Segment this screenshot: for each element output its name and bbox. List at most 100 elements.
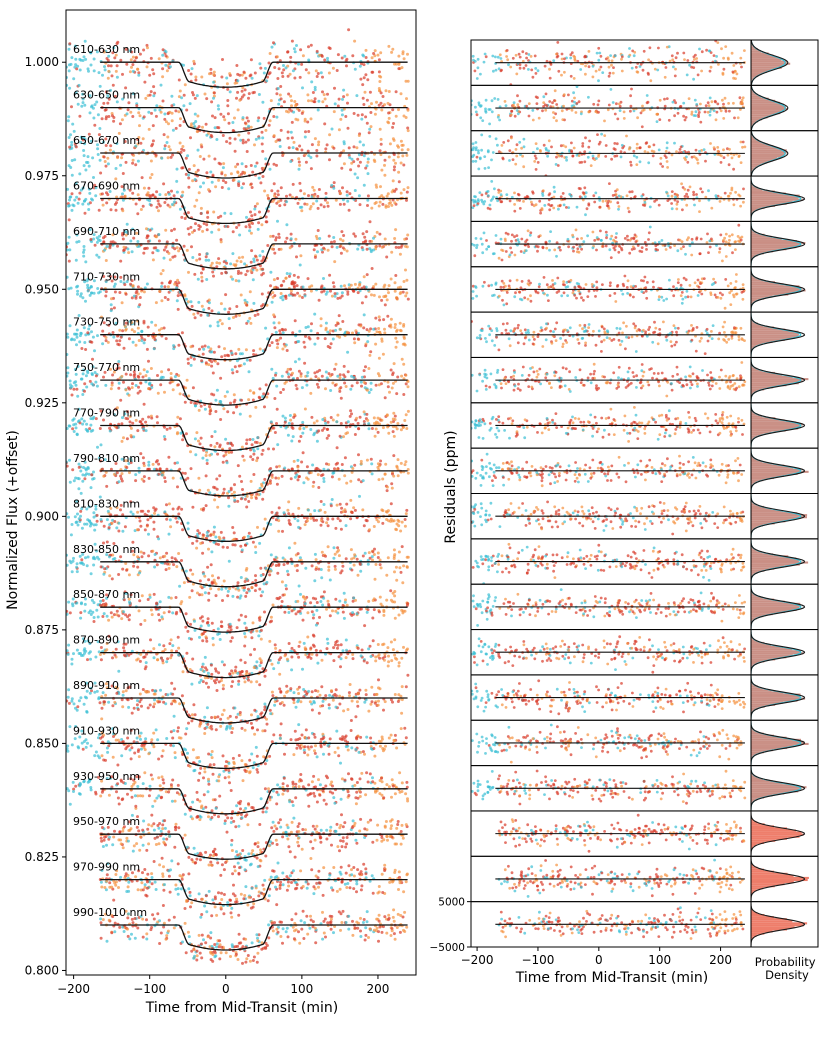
flux-point: [372, 285, 376, 288]
flux-point: [91, 156, 95, 160]
flux-point: [361, 83, 365, 87]
flux-point: [239, 497, 243, 501]
flux-point: [234, 715, 238, 719]
flux-point: [290, 104, 293, 108]
flux-point: [208, 491, 212, 495]
flux-point: [400, 148, 404, 152]
flux-point: [205, 278, 209, 281]
flux-point: [245, 269, 249, 273]
flux-point: [153, 553, 157, 556]
flux-point: [109, 309, 113, 313]
flux-point: [180, 694, 184, 698]
flux-point: [163, 147, 167, 151]
flux-point: [79, 377, 83, 381]
flux-point: [401, 154, 405, 158]
flux-point: [386, 192, 390, 196]
flux-point: [326, 56, 329, 60]
flux-point: [385, 489, 389, 493]
flux-point: [290, 655, 294, 659]
flux-point: [132, 564, 136, 568]
flux-point: [202, 157, 206, 161]
flux-point: [186, 211, 190, 215]
flux-point: [125, 62, 129, 66]
flux-point: [69, 386, 72, 390]
flux-point: [341, 510, 345, 514]
flux-point: [304, 130, 307, 134]
flux-point: [175, 167, 179, 171]
flux-point: [326, 517, 330, 521]
flux-point: [221, 687, 225, 691]
flux-point: [204, 474, 208, 478]
flux-point: [316, 108, 320, 112]
flux-point: [98, 701, 102, 705]
flux-point: [281, 388, 285, 391]
flux-point: [277, 464, 281, 468]
flux-point: [82, 368, 86, 372]
flux-point: [82, 250, 85, 254]
flux-point: [223, 347, 226, 351]
flux-point: [358, 140, 362, 144]
flux-point: [307, 71, 311, 75]
flux-point: [113, 520, 117, 523]
flux-point: [186, 357, 190, 361]
flux-point: [229, 275, 233, 279]
flux-point: [269, 615, 273, 619]
flux-point: [349, 387, 353, 391]
flux-point: [286, 130, 290, 134]
flux-point: [349, 409, 353, 413]
flux-point: [280, 474, 284, 478]
flux-point: [226, 546, 229, 549]
flux-point: [166, 657, 170, 661]
flux-point: [91, 106, 95, 110]
flux-point: [156, 658, 159, 662]
flux-point: [374, 563, 378, 566]
flux-point: [326, 524, 330, 528]
flux-point: [163, 437, 167, 441]
flux-point: [254, 137, 258, 141]
flux-point: [280, 600, 284, 603]
flux-point: [86, 67, 90, 71]
flux-point: [330, 475, 334, 479]
flux-point: [260, 273, 264, 277]
flux-point: [383, 158, 387, 162]
flux-point: [321, 418, 325, 421]
flux-point: [360, 117, 364, 121]
flux-point: [307, 194, 310, 198]
flux-point: [256, 525, 259, 529]
flux-point: [372, 525, 376, 528]
flux-point: [160, 285, 164, 288]
flux-point: [76, 476, 80, 480]
flux-point: [68, 379, 72, 383]
flux-point: [209, 133, 213, 137]
flux-point: [181, 190, 185, 194]
flux-point: [279, 690, 283, 694]
flux-point: [125, 466, 129, 469]
flux-point: [338, 694, 342, 698]
flux-point: [395, 427, 399, 431]
flux-point: [222, 708, 226, 712]
flux-point: [163, 480, 167, 483]
flux-point: [268, 119, 272, 123]
flux-point: [275, 346, 279, 350]
flux-point: [158, 108, 162, 112]
flux-point: [194, 453, 198, 457]
flux-point: [217, 107, 221, 111]
flux-point: [320, 658, 324, 662]
flux-point: [139, 622, 143, 626]
flux-point: [301, 285, 305, 289]
flux-point: [273, 286, 276, 290]
flux-point: [374, 427, 378, 431]
flux-point: [117, 381, 121, 385]
flux-point: [345, 249, 349, 253]
flux-point: [259, 637, 263, 641]
flux-point: [164, 54, 168, 58]
flux-point: [212, 91, 216, 95]
flux-point: [80, 104, 84, 108]
flux-point: [116, 244, 119, 248]
flux-point: [250, 752, 254, 756]
flux-point: [277, 506, 281, 510]
flux-point: [362, 313, 366, 317]
flux-point: [356, 573, 360, 577]
flux-point: [150, 144, 154, 148]
flux-point: [264, 157, 268, 161]
